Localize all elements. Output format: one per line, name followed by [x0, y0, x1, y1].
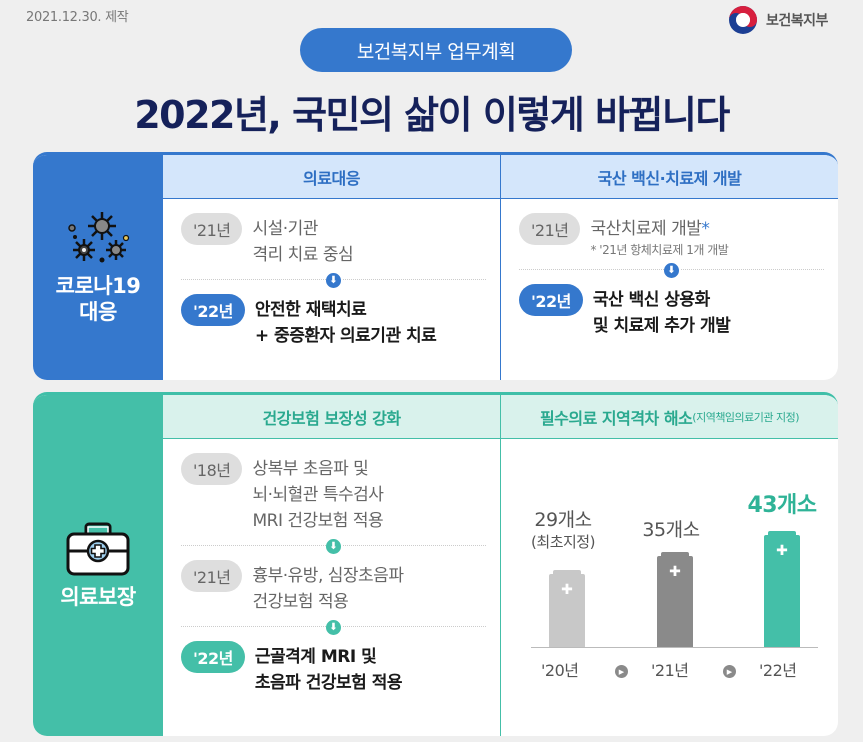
arrow-down-icon: ⬇	[326, 619, 341, 635]
bar-value-label-20: 29개소 (최초지정)	[531, 509, 595, 551]
x-label-22: '22년	[759, 661, 797, 680]
covid-card: 코로나19 대응 의료대응 '21년 시설·기관 격리 치료 중심 ⬇ '22년…	[33, 152, 838, 380]
plus-icon: ✚	[776, 543, 788, 559]
plan-pill: 보건복지부 업무계획	[300, 28, 572, 72]
text-line: MRI 건강보험 적용	[252, 511, 384, 531]
text-line: 시설·기관	[252, 219, 318, 239]
separator: ⬇	[519, 260, 824, 280]
bar-value-label-22: 43개소	[747, 493, 817, 518]
year-badge-22: '22년	[519, 284, 583, 316]
year-badge-22: '22년	[181, 641, 245, 673]
regional-gap-subtitle: (지역책임의료기관 지정)	[692, 410, 800, 424]
covid-side-label-1: 코로나19	[55, 274, 141, 299]
text-line: 흉부·유방, 심장초음파	[252, 566, 404, 586]
arrow-down-icon: ⬇	[326, 538, 341, 554]
hospital-count-chart: 29개소 (최초지정) 35개소 43개소 ✚ ✚ ✚ '20년 ▶ '21년 …	[501, 439, 838, 736]
insurance-step-18: '18년 상복부 초음파 및 뇌·뇌혈관 특수검사 MRI 건강보험 적용	[181, 453, 486, 534]
date-label: 2021.12.30. 제작	[26, 10, 129, 25]
x-label-21: '21년	[651, 661, 689, 680]
ministry-name: 보건복지부	[766, 13, 828, 29]
regional-gap-column: 필수의료 지역격차 해소 (지역책임의료기관 지정) 29개소 (최초지정) 35…	[500, 395, 838, 736]
covid-side-panel: 코로나19 대응	[33, 155, 163, 380]
bar-21: ✚	[656, 552, 694, 648]
vaccine-after: '22년 국산 백신 상용화 및 치료제 추가 개발	[519, 284, 824, 339]
x-label-20: '20년	[541, 661, 579, 680]
bar-value-label-21: 35개소	[642, 519, 700, 541]
care-side-label: 의료보장	[60, 584, 136, 609]
text-line: 격리 치료 중심	[252, 245, 354, 265]
medical-response-column: 의료대응 '21년 시설·기관 격리 치료 중심 ⬇ '22년 안전한 재택치료…	[163, 155, 500, 380]
bar-22: ✚	[763, 531, 801, 648]
separator: ⬇	[181, 617, 486, 637]
insurance-step-22: '22년 근골격계 MRI 및 초음파 건강보험 적용	[181, 641, 486, 696]
year-badge-21: '21년	[181, 560, 243, 592]
insurance-column: 건강보험 보장성 강화 '18년 상복부 초음파 및 뇌·뇌혈관 특수검사 MR…	[163, 395, 500, 736]
text-line: 건강보험 적용	[252, 592, 349, 612]
separator: ⬇	[181, 270, 486, 290]
medical-response-header: 의료대응	[163, 155, 500, 199]
plus-icon: ✚	[561, 582, 573, 598]
page-title: 2022년, 국민의 삶이 이렇게 바뀝니다	[134, 93, 730, 137]
text-line: 근골격계 MRI 및	[254, 647, 377, 667]
year-badge-21: '21년	[181, 213, 243, 245]
play-arrow-icon: ▶	[723, 665, 736, 678]
text-line: 국산 백신 상용화	[592, 290, 710, 310]
text-line: 상복부 초음파 및	[252, 459, 369, 479]
insurance-step-21: '21년 흉부·유방, 심장초음파 건강보험 적용	[181, 560, 486, 615]
taegeuk-logo-icon	[729, 6, 757, 34]
medical-response-before: '21년 시설·기관 격리 치료 중심	[181, 213, 486, 268]
first-aid-kit-icon	[66, 522, 130, 576]
regional-gap-title: 필수의료 지역격차 해소	[539, 408, 693, 428]
vaccine-column: 국산 백신·치료제 개발 '21년 국산치료제 개발* * '21년 항체치료제…	[500, 155, 838, 380]
virus-icon	[68, 212, 130, 263]
care-side-panel: 의료보장	[33, 395, 163, 736]
year-badge-18: '18년	[181, 453, 243, 485]
year-badge-22: '22년	[181, 294, 245, 326]
regional-gap-header: 필수의료 지역격차 해소 (지역책임의료기관 지정)	[501, 395, 838, 439]
covid-side-label-2: 대응	[79, 299, 117, 324]
text-line: 국산치료제 개발	[590, 219, 702, 239]
medical-response-after: '22년 안전한 재택치료 + 중증환자 의료기관 치료	[181, 294, 486, 349]
ministry-logo: 보건복지부	[728, 5, 828, 35]
medical-security-card: 의료보장 건강보험 보장성 강화 '18년 상복부 초음파 및 뇌·뇌혈관 특수…	[33, 392, 838, 736]
text-line: 및 치료제 추가 개발	[592, 316, 731, 336]
footnote-star: *	[701, 219, 710, 239]
arrow-down-icon: ⬇	[664, 262, 679, 278]
text-line: 안전한 재택치료	[254, 300, 367, 320]
vaccine-before: '21년 국산치료제 개발* * '21년 항체치료제 1개 개발	[519, 213, 824, 258]
text-line: 초음파 건강보험 적용	[254, 673, 403, 693]
vaccine-header: 국산 백신·치료제 개발	[501, 155, 838, 199]
separator: ⬇	[181, 536, 486, 556]
insurance-header: 건강보험 보장성 강화	[163, 395, 500, 439]
text-line: 뇌·뇌혈관 특수검사	[252, 485, 384, 505]
footnote: * '21년 항체치료제 1개 개발	[590, 243, 729, 257]
arrow-down-icon: ⬇	[326, 272, 341, 288]
year-badge-21: '21년	[519, 213, 581, 245]
bar-20: ✚	[548, 570, 586, 648]
plus-icon: ✚	[669, 564, 681, 580]
chart-baseline	[531, 647, 818, 648]
play-arrow-icon: ▶	[615, 665, 628, 678]
text-line: + 중증환자 의료기관 치료	[254, 326, 437, 346]
